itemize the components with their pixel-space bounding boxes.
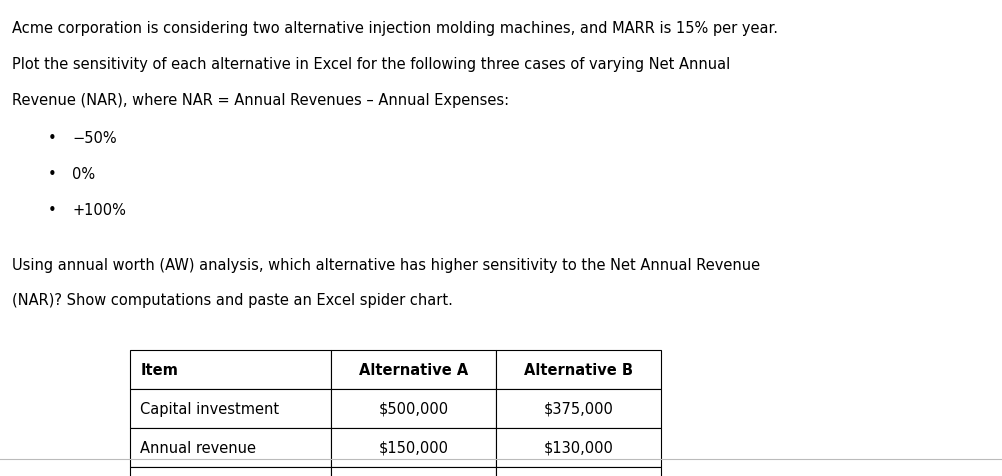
Text: Revenue (NAR), where NAR = Annual Revenues – Annual Expenses:: Revenue (NAR), where NAR = Annual Revenu… (12, 93, 509, 108)
Text: $375,000: $375,000 (544, 401, 613, 416)
Text: $150,000: $150,000 (379, 440, 448, 455)
Bar (496, 428, 661, 467)
Text: Item: Item (140, 362, 178, 377)
Text: Capital investment: Capital investment (140, 401, 280, 416)
Text: +100%: +100% (72, 202, 126, 217)
Bar (130, 350, 331, 389)
Text: $130,000: $130,000 (544, 440, 613, 455)
Text: 0%: 0% (72, 167, 95, 181)
Text: •: • (48, 202, 57, 217)
Bar (130, 389, 331, 428)
Bar (331, 467, 496, 476)
Text: $500,000: $500,000 (379, 401, 448, 416)
Bar (331, 428, 496, 467)
Bar (496, 350, 661, 389)
Text: (NAR)? Show computations and paste an Excel spider chart.: (NAR)? Show computations and paste an Ex… (12, 293, 453, 307)
Text: Annual revenue: Annual revenue (140, 440, 257, 455)
Text: Acme corporation is considering two alternative injection molding machines, and : Acme corporation is considering two alte… (12, 21, 778, 36)
Text: Plot the sensitivity of each alternative in Excel for the following three cases : Plot the sensitivity of each alternative… (12, 57, 730, 72)
Text: −50%: −50% (72, 131, 117, 146)
Text: Using annual worth (AW) analysis, which alternative has higher sensitivity to th: Using annual worth (AW) analysis, which … (12, 257, 761, 272)
Text: Alternative A: Alternative A (359, 362, 468, 377)
Text: •: • (48, 131, 57, 146)
Bar (331, 389, 496, 428)
Bar (331, 350, 496, 389)
Bar (130, 467, 331, 476)
Text: Alternative B: Alternative B (524, 362, 633, 377)
Bar (496, 389, 661, 428)
Bar (496, 467, 661, 476)
Text: •: • (48, 167, 57, 181)
Bar (130, 428, 331, 467)
